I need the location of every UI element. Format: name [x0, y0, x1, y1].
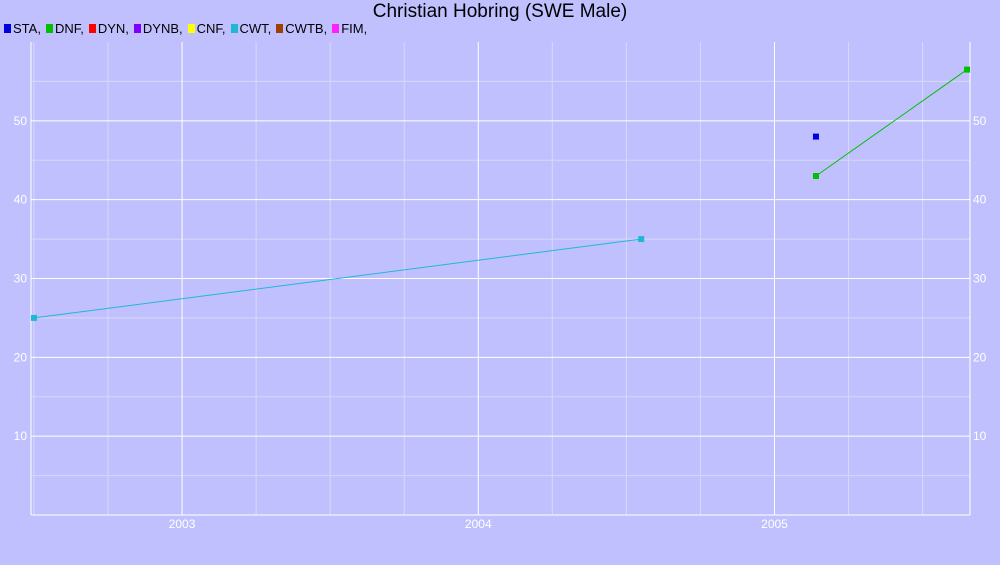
legend-label: DYNB,	[142, 20, 183, 36]
legend-item-dnf: DNF,	[45, 20, 84, 36]
y-tick-label-right: 50	[973, 114, 987, 128]
legend: STA, DNF, DYN, DYNB, CNF, CWT, CWTB, FIM,	[4, 20, 372, 36]
series-group	[30, 66, 971, 321]
legend-swatch	[230, 23, 238, 33]
y-tick-label-right: 30	[973, 272, 987, 286]
y-tick-label-right: 20	[973, 350, 987, 364]
chart-title: Christian Hobring (SWE Male)	[372, 1, 628, 22]
data-point-sta	[812, 133, 819, 140]
legend-swatch	[187, 23, 195, 33]
grid	[31, 42, 970, 515]
y-tick-label-right: 10	[973, 429, 987, 443]
legend-swatch	[276, 23, 284, 33]
y-tick-label-left: 40	[14, 193, 28, 207]
legend-item-cwt: CWT,	[230, 20, 272, 36]
series-line-cwt	[33, 238, 642, 319]
series-sta	[812, 133, 819, 140]
legend-item-dyn: DYN,	[88, 20, 129, 36]
data-point-dnf	[812, 173, 819, 180]
legend-swatch	[133, 23, 141, 33]
legend-swatch	[45, 23, 53, 33]
data-point-dnf	[964, 66, 971, 73]
legend-item-cwtb: CWTB,	[276, 21, 327, 36]
series-line-dnf	[815, 69, 968, 177]
y-tick-label-left: 50	[14, 114, 28, 128]
y-tick-label-left: 10	[14, 429, 28, 443]
legend-label: FIM,	[341, 20, 368, 36]
axes: 10 10 20 20 30 30 40 40 50 50 2003 2004 2005	[14, 42, 987, 531]
y-tick-label-left: 20	[14, 350, 28, 364]
legend-swatch	[4, 23, 11, 33]
data-point-cwt	[30, 314, 37, 321]
legend-swatch	[88, 23, 96, 33]
legend-label: CNF,	[196, 20, 226, 36]
legend-label: DNF,	[54, 20, 84, 36]
x-tick-label: 2004	[465, 517, 492, 531]
series-cwt	[30, 236, 645, 321]
legend-item-cnf: CNF,	[187, 20, 226, 36]
legend-label: CWTB,	[285, 20, 328, 36]
legend-item-dynb: DYNB,	[133, 20, 183, 36]
legend-swatch	[332, 23, 340, 33]
series-dnf	[812, 66, 971, 180]
x-tick-label: 2005	[761, 517, 788, 531]
legend-item-sta: STA,	[4, 21, 41, 36]
legend-item-fim: FIM,	[332, 21, 367, 36]
data-point-cwt	[638, 236, 645, 243]
legend-label: DYN,	[97, 20, 129, 36]
legend-label: STA,	[13, 20, 41, 36]
legend-label: CWT,	[239, 20, 272, 36]
y-tick-label-right: 40	[973, 193, 987, 207]
x-tick-label: 2003	[169, 517, 196, 531]
y-tick-label-left: 30	[14, 272, 28, 286]
